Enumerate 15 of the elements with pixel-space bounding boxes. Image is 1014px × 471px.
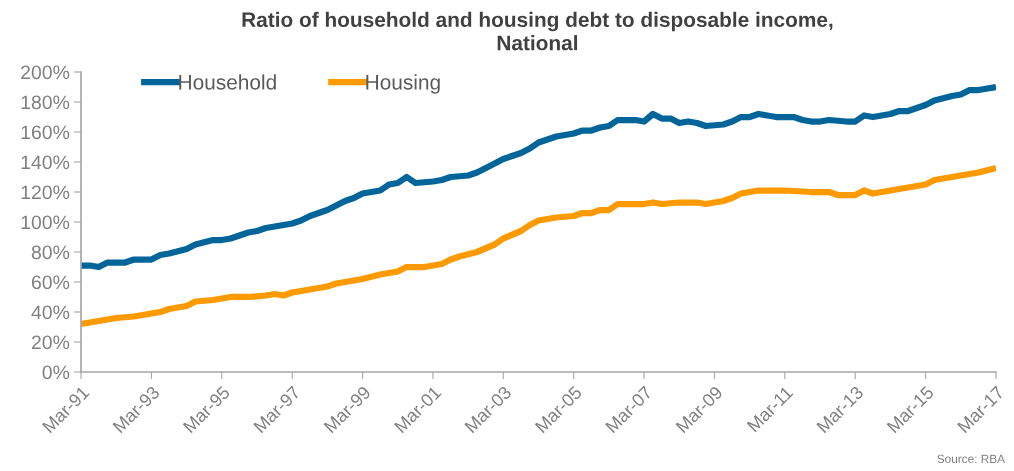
y-tick-label: 140% (21, 155, 70, 170)
y-tick-label: 120% (21, 185, 70, 200)
y-tick-label: 160% (21, 125, 70, 140)
y-tick-label: 180% (21, 95, 70, 110)
chart-title: Ratio of household and housing debt to disposable income, National (242, 11, 833, 51)
source-note: Source: RBA (937, 454, 1005, 464)
y-tick-label: 200% (21, 65, 70, 80)
legend-label: Housing (366, 74, 440, 94)
y-tick-label: 60% (31, 275, 70, 290)
y-tick-label: 100% (21, 215, 70, 230)
legend-label: Household (179, 74, 276, 90)
y-tick-label: 80% (31, 245, 70, 260)
y-tick-label: 20% (31, 335, 70, 350)
y-tick-label: 0% (42, 365, 70, 380)
y-tick-label: 40% (31, 305, 70, 320)
